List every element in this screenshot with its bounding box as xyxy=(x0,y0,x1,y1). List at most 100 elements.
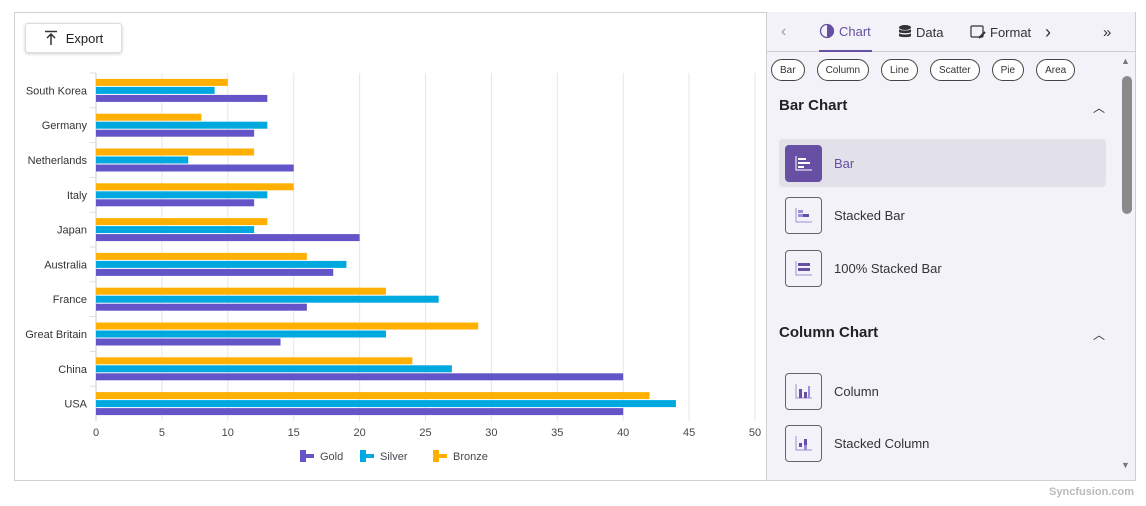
y-tick-label: Netherlands xyxy=(28,155,88,167)
tab-label: Data xyxy=(916,24,944,40)
bar-chart-icon xyxy=(785,144,822,182)
chart-option-stacked-column[interactable]: Stacked Column xyxy=(779,419,1106,467)
tab-next-icon[interactable]: › xyxy=(1045,21,1051,42)
option-label: Stacked Column xyxy=(834,435,930,451)
scroll-down-icon[interactable]: ▼ xyxy=(1121,460,1130,470)
tab-label: Format xyxy=(990,24,1032,40)
legend-label: Gold xyxy=(320,451,343,463)
bar-bronze xyxy=(96,78,228,86)
bar-bronze xyxy=(96,148,255,156)
chip-pie[interactable]: Pie xyxy=(991,59,1025,81)
y-tick-label: China xyxy=(58,364,88,376)
legend-label: Silver xyxy=(380,451,408,463)
bar-silver xyxy=(96,365,452,373)
bar-silver xyxy=(96,330,386,338)
chart-option-stacked-bar[interactable]: Stacked Bar xyxy=(779,191,1106,239)
collapse-bar-section-icon[interactable]: ︿ xyxy=(1093,101,1106,115)
bar-gold xyxy=(96,373,624,381)
legend-label: Bronze xyxy=(453,451,488,463)
bar-silver xyxy=(96,400,676,408)
bar-gold xyxy=(96,408,624,416)
bar-silver xyxy=(96,156,189,164)
bar-silver xyxy=(96,226,255,234)
y-tick-label: Italy xyxy=(67,190,88,202)
legend-icon-silver xyxy=(360,450,374,462)
bar-gold xyxy=(96,199,255,207)
option-label: 100% Stacked Bar xyxy=(834,260,942,276)
x-tick-label: 30 xyxy=(485,427,497,439)
stacked-bar-icon xyxy=(785,196,822,234)
full-stacked-bar-icon xyxy=(785,249,822,287)
x-tick-label: 35 xyxy=(551,427,563,439)
bar-silver xyxy=(96,121,268,129)
export-button[interactable]: Export xyxy=(25,23,122,53)
tab-format[interactable]: Format xyxy=(970,12,1031,52)
bar-bronze xyxy=(96,218,268,226)
chart-option-100-stacked-bar[interactable]: 100% Stacked Bar xyxy=(779,244,1106,292)
bar-gold xyxy=(96,234,360,242)
y-tick-label: Australia xyxy=(44,259,88,271)
x-tick-label: 15 xyxy=(288,427,300,439)
bar-chart: 0 5 10 15 20 25 30 35 40 45 50 South Korea Germany Ne… xyxy=(25,72,761,463)
tab-chart[interactable]: Chart xyxy=(819,12,872,52)
watermark: Syncfusion.com xyxy=(1049,486,1134,498)
bar-silver xyxy=(96,295,439,303)
panel-scrollbar[interactable]: ▲ ▼ xyxy=(1117,54,1135,480)
legend-icon-bronze xyxy=(433,450,447,462)
bar-silver xyxy=(96,86,215,94)
export-upload-icon xyxy=(44,30,57,45)
chart-settings-panel: ‹ Chart Data Format › » Bar Column Line … xyxy=(766,12,1136,481)
tab-data[interactable]: Data xyxy=(898,12,943,52)
format-edit-icon xyxy=(970,25,986,39)
option-label: Bar xyxy=(834,155,855,171)
option-label: Stacked Bar xyxy=(834,207,905,223)
section-title-bar-chart: Bar Chart xyxy=(779,97,848,114)
section-title-column-chart: Column Chart xyxy=(779,324,879,341)
x-tick-label: 45 xyxy=(683,427,695,439)
chart-option-column[interactable]: Column xyxy=(779,367,1106,415)
x-tick-label: 50 xyxy=(749,427,761,439)
bar-bronze xyxy=(96,357,413,365)
tab-label: Chart xyxy=(839,23,871,39)
y-tick-label: Japan xyxy=(57,225,87,237)
x-tick-label: 0 xyxy=(93,427,99,439)
x-tick-label: 5 xyxy=(159,427,165,439)
bar-bronze xyxy=(96,322,479,330)
bar-bronze xyxy=(96,252,307,260)
export-label: Export xyxy=(65,30,104,46)
bar-gold xyxy=(96,338,281,346)
chip-line[interactable]: Line xyxy=(881,59,918,81)
bar-bronze xyxy=(96,113,202,121)
chip-column[interactable]: Column xyxy=(816,59,870,81)
scrollbar-thumb[interactable] xyxy=(1122,76,1132,214)
chip-bar[interactable]: Bar xyxy=(771,59,805,81)
bar-bronze xyxy=(96,287,386,295)
chart-option-bar[interactable]: Bar xyxy=(779,139,1106,187)
collapse-panel-icon[interactable]: » xyxy=(1103,23,1112,41)
x-tick-label: 20 xyxy=(353,427,365,439)
stacked-column-icon xyxy=(785,424,822,462)
x-tick-label: 10 xyxy=(222,427,234,439)
chip-area[interactable]: Area xyxy=(1036,59,1076,81)
y-tick-label: South Korea xyxy=(26,85,88,97)
bar-gold xyxy=(96,303,307,311)
database-icon xyxy=(899,25,911,38)
bar-gold xyxy=(96,164,294,172)
tab-prev-icon[interactable]: ‹ xyxy=(781,23,787,40)
x-tick-label: 25 xyxy=(419,427,431,439)
y-tick-label: France xyxy=(53,294,87,306)
bar-silver xyxy=(96,260,347,268)
y-tick-label: Germany xyxy=(42,120,88,132)
bar-gold xyxy=(96,94,268,102)
option-label: Column xyxy=(834,383,879,399)
chart-type-chips: Bar Column Line Scatter Pie Area xyxy=(771,59,1076,81)
x-tick-label: 40 xyxy=(617,427,629,439)
scroll-up-icon[interactable]: ▲ xyxy=(1121,56,1130,66)
y-tick-label: Great Britain xyxy=(25,329,87,341)
collapse-column-section-icon[interactable]: ︿ xyxy=(1093,328,1106,342)
chip-scatter[interactable]: Scatter xyxy=(929,59,980,81)
bar-gold xyxy=(96,268,334,276)
pie-chart-icon xyxy=(819,23,835,39)
column-chart-icon xyxy=(785,372,822,410)
bar-silver xyxy=(96,191,268,199)
